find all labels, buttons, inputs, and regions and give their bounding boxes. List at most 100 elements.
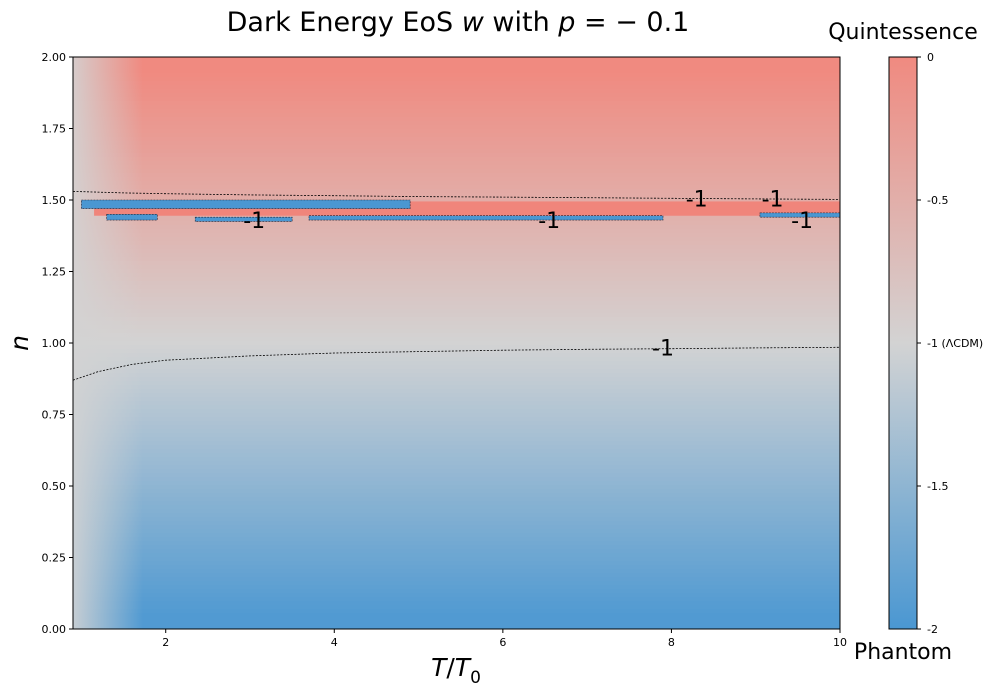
heatmap-band — [73, 573, 840, 578]
chart-title: Dark Energy EoS w with p = − 0.1 — [227, 7, 690, 38]
heatmap-band — [73, 165, 840, 170]
phantom-strip — [106, 214, 158, 221]
heatmap-band — [73, 269, 840, 274]
heatmap-band — [73, 313, 840, 318]
heatmap-area — [73, 57, 841, 630]
y-tick-label: 1.25 — [42, 266, 67, 279]
heatmap-band — [73, 389, 840, 394]
heatmap-band — [73, 277, 840, 282]
heatmap-band — [73, 393, 840, 398]
heatmap-band — [73, 453, 840, 458]
heatmap-band — [73, 249, 840, 254]
heatmap-band — [73, 497, 840, 502]
heatmap-band — [73, 221, 840, 226]
colorbar-tick-label: 0 — [927, 51, 934, 64]
x-tick-label: 6 — [499, 636, 506, 649]
heatmap-band — [73, 585, 840, 590]
contour-label: -1 — [686, 188, 708, 213]
heatmap-band — [73, 413, 840, 418]
heatmap-band — [73, 605, 840, 610]
heatmap-band — [73, 297, 840, 302]
heatmap-band — [73, 149, 840, 154]
y-tick-label: 0.50 — [42, 480, 67, 493]
heatmap-band — [73, 517, 840, 522]
phantom-strip — [81, 199, 411, 209]
heatmap-band — [73, 125, 840, 130]
heatmap-band — [73, 373, 840, 378]
heatmap-band — [73, 589, 840, 594]
contour-label: -1 — [652, 336, 674, 361]
contour-line-lower — [72, 346, 841, 381]
phantom-strip — [194, 216, 293, 222]
heatmap-band — [73, 241, 840, 246]
heatmap-band — [73, 465, 840, 470]
heatmap-band — [73, 153, 840, 158]
heatmap-band — [73, 593, 840, 598]
heatmap-band — [73, 473, 840, 478]
heatmap-left-fade — [73, 57, 143, 629]
x-axis-label: T/T0 — [431, 653, 481, 688]
y-axis: 0.00 0.25 0.50 0.75 1.00 1.25 1.50 1.75 2.00 — [42, 51, 73, 636]
heatmap-band — [73, 445, 840, 450]
x-tick-label: 4 — [331, 636, 338, 649]
heatmap-band — [73, 421, 840, 426]
heatmap-band — [73, 117, 840, 122]
heatmap-band — [73, 425, 840, 430]
heatmap-band — [73, 565, 840, 570]
heatmap-band — [73, 265, 840, 270]
heatmap-band — [73, 333, 840, 338]
heatmap-band — [73, 225, 840, 230]
heatmap-band — [73, 141, 840, 146]
y-tick-label: 1.00 — [42, 337, 67, 350]
colorbar-tick-label: -2 — [927, 623, 938, 636]
y-tick-label: 2.00 — [42, 51, 67, 64]
x-tick-label: 8 — [668, 636, 675, 649]
heatmap-band — [73, 509, 840, 514]
heatmap-band — [73, 261, 840, 266]
heatmap-band — [73, 549, 840, 554]
heatmap-band — [73, 537, 840, 542]
heatmap-band — [73, 345, 840, 350]
y-tick-label: 0.75 — [42, 409, 67, 422]
heatmap-band — [73, 617, 840, 622]
heatmap-band — [73, 397, 840, 402]
heatmap-band — [73, 301, 840, 306]
heatmap-band — [73, 553, 840, 558]
heatmap-band — [73, 433, 840, 438]
heatmap-band — [73, 73, 840, 78]
heatmap-band — [73, 81, 840, 86]
heatmap-band — [73, 533, 840, 538]
heatmap-band — [73, 481, 840, 486]
heatmap-band — [73, 501, 840, 506]
heatmap-band — [73, 545, 840, 550]
heatmap-band — [73, 325, 840, 330]
x-axis: 2 4 6 8 10 — [162, 629, 847, 649]
heatmap-band — [73, 369, 840, 374]
heatmap-band — [73, 109, 840, 114]
heatmap-band — [73, 65, 840, 70]
heatmap-band — [73, 317, 840, 322]
heatmap-band — [73, 513, 840, 518]
heatmap-band — [73, 193, 840, 198]
heatmap-band — [73, 437, 840, 442]
colorbar-tick-label: -1 (ΛCDM) — [927, 337, 983, 350]
heatmap-band — [73, 245, 840, 250]
heatmap-band — [73, 233, 840, 238]
heatmap-band — [73, 377, 840, 382]
x-tick-label: 10 — [833, 636, 847, 649]
heatmap-band — [73, 461, 840, 466]
heatmap-band — [73, 521, 840, 526]
heatmap-band — [73, 469, 840, 474]
heatmap-band — [73, 57, 840, 62]
heatmap-band — [73, 409, 840, 414]
heatmap-band — [73, 105, 840, 110]
heatmap-band — [73, 449, 840, 454]
heatmap-band — [73, 557, 840, 562]
heatmap-band — [73, 625, 840, 630]
heatmap-band — [73, 169, 840, 174]
heatmap-band — [73, 485, 840, 490]
heatmap-band — [73, 97, 840, 102]
heatmap-band — [73, 561, 840, 566]
heatmap-band — [73, 477, 840, 482]
heatmap-band — [73, 457, 840, 462]
